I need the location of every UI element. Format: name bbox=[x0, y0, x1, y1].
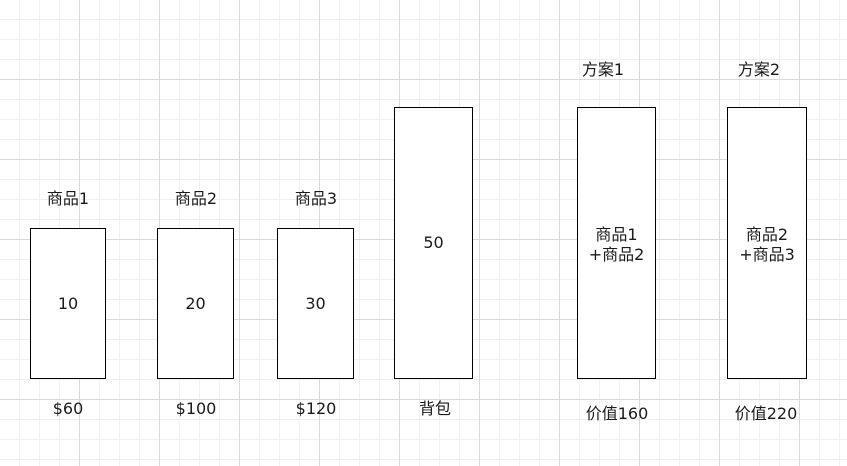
plan-1-line1: 商品1 bbox=[595, 225, 638, 244]
item-1-weight: 10 bbox=[57, 293, 79, 313]
plan-1-line2: +商品2 bbox=[588, 245, 645, 264]
item-3-box: 30 bbox=[277, 228, 354, 379]
backpack-box: 50 bbox=[394, 107, 473, 379]
item-1-name: 商品1 bbox=[46, 189, 90, 208]
item-2-name: 商品2 bbox=[174, 189, 218, 208]
backpack-label: 背包 bbox=[418, 399, 452, 418]
item-2-box: 20 bbox=[157, 228, 234, 379]
item-3-name: 商品3 bbox=[294, 189, 338, 208]
item-2-weight: 20 bbox=[185, 293, 206, 313]
item-3-weight: 30 bbox=[305, 293, 326, 313]
plan-2-value: 价值220 bbox=[734, 404, 798, 423]
plan-2-line1: 商品2 bbox=[745, 225, 789, 244]
backpack-capacity: 50 bbox=[423, 233, 444, 252]
plan-2-line2: +商品3 bbox=[739, 245, 795, 264]
plan-2-box: 商品2 +商品3 bbox=[727, 107, 807, 379]
item-1-price: $60 bbox=[52, 399, 84, 418]
item-2-price: $100 bbox=[175, 399, 217, 418]
plan-2-title: 方案2 bbox=[737, 60, 781, 79]
item-1-box: 10 bbox=[30, 228, 106, 379]
item-3-price: $120 bbox=[295, 399, 337, 418]
plan-1-title: 方案1 bbox=[581, 60, 625, 79]
plan-1-box: 商品1 +商品2 bbox=[577, 107, 656, 379]
plan-1-value: 价值160 bbox=[585, 404, 649, 423]
